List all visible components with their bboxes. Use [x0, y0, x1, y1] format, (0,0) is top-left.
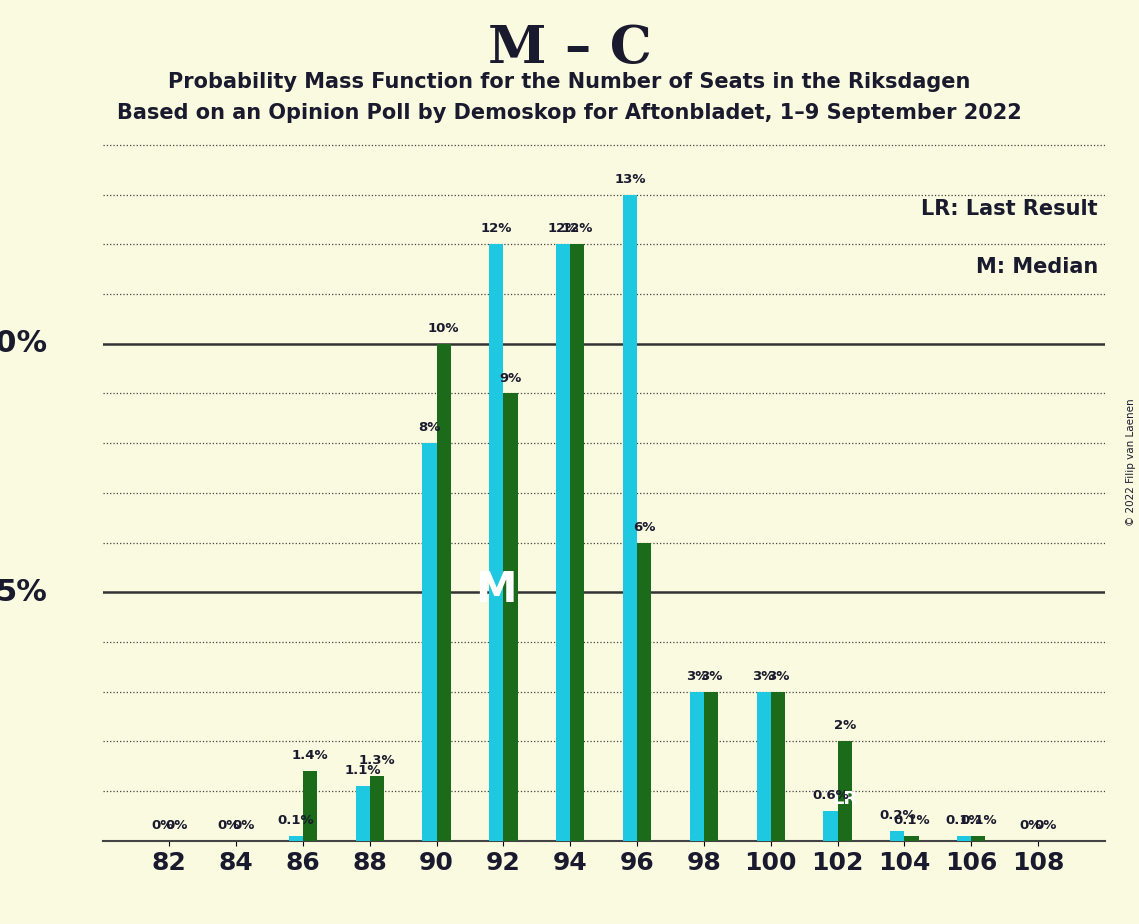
Text: 0%: 0% — [1034, 819, 1056, 832]
Text: 0.1%: 0.1% — [960, 814, 997, 827]
Text: 1.4%: 1.4% — [292, 749, 328, 762]
Text: 0%: 0% — [1019, 819, 1042, 832]
Text: 0.6%: 0.6% — [812, 789, 849, 802]
Text: 0%: 0% — [218, 819, 240, 832]
Text: M: Median: M: Median — [976, 257, 1098, 277]
Bar — [490, 244, 503, 841]
Text: 3%: 3% — [753, 670, 775, 683]
Text: 3%: 3% — [699, 670, 722, 683]
Text: 6%: 6% — [633, 520, 655, 534]
Text: M – C: M – C — [487, 23, 652, 74]
Bar — [837, 741, 852, 841]
Text: 3%: 3% — [686, 670, 708, 683]
Text: 8%: 8% — [418, 421, 441, 434]
Bar — [556, 244, 571, 841]
Bar — [303, 772, 317, 841]
Text: LR: LR — [833, 790, 858, 808]
Bar — [904, 836, 918, 841]
Bar — [436, 344, 451, 841]
Bar — [756, 692, 771, 841]
Text: 13%: 13% — [614, 173, 646, 186]
Bar — [771, 692, 785, 841]
Bar — [289, 836, 303, 841]
Bar — [823, 811, 837, 841]
Bar — [370, 776, 384, 841]
Text: 9%: 9% — [499, 371, 522, 384]
Bar — [503, 394, 517, 841]
Text: Probability Mass Function for the Number of Seats in the Riksdagen: Probability Mass Function for the Number… — [169, 72, 970, 92]
Bar — [423, 444, 436, 841]
Text: 2%: 2% — [834, 720, 855, 733]
Bar — [571, 244, 584, 841]
Text: 10%: 10% — [0, 329, 48, 359]
Text: 0.2%: 0.2% — [879, 808, 916, 822]
Bar — [957, 836, 972, 841]
Text: 1.1%: 1.1% — [344, 764, 380, 777]
Bar — [690, 692, 704, 841]
Text: 12%: 12% — [548, 223, 579, 236]
Text: 1.3%: 1.3% — [359, 754, 395, 767]
Bar — [704, 692, 718, 841]
Text: LR: Last Result: LR: Last Result — [921, 200, 1098, 219]
Text: 0%: 0% — [165, 819, 188, 832]
Bar — [972, 836, 985, 841]
Bar — [623, 195, 637, 841]
Text: 0.1%: 0.1% — [893, 814, 929, 827]
Text: 10%: 10% — [428, 322, 459, 334]
Bar — [891, 831, 904, 841]
Text: © 2022 Filip van Laenen: © 2022 Filip van Laenen — [1126, 398, 1136, 526]
Text: 12%: 12% — [481, 223, 513, 236]
Text: 5%: 5% — [0, 578, 48, 607]
Text: 0.1%: 0.1% — [278, 814, 314, 827]
Text: 12%: 12% — [562, 223, 593, 236]
Bar — [637, 542, 652, 841]
Text: 0%: 0% — [151, 819, 173, 832]
Text: 0%: 0% — [232, 819, 254, 832]
Text: 3%: 3% — [767, 670, 789, 683]
Text: M: M — [476, 569, 517, 612]
Text: 0.1%: 0.1% — [945, 814, 983, 827]
Bar — [355, 786, 370, 841]
Text: Based on an Opinion Poll by Demoskop for Aftonbladet, 1–9 September 2022: Based on an Opinion Poll by Demoskop for… — [117, 103, 1022, 124]
